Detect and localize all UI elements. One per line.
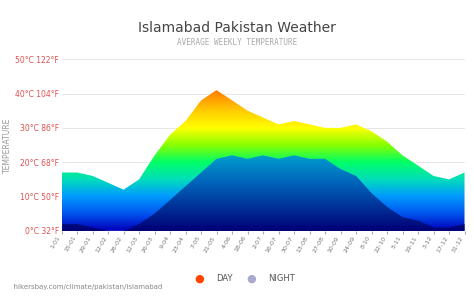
Y-axis label: TEMPERATURE: TEMPERATURE xyxy=(3,117,12,173)
Text: ●: ● xyxy=(194,273,204,283)
Text: AVERAGE WEEKLY TEMPERATURE: AVERAGE WEEKLY TEMPERATURE xyxy=(177,38,297,47)
Text: NIGHT: NIGHT xyxy=(268,274,294,283)
Text: DAY: DAY xyxy=(216,274,232,283)
Text: Islamabad Pakistan Weather: Islamabad Pakistan Weather xyxy=(138,21,336,35)
Text: hikersbay.com/climate/pakistan/islamabad: hikersbay.com/climate/pakistan/islamabad xyxy=(9,284,163,290)
Text: ●: ● xyxy=(246,273,256,283)
